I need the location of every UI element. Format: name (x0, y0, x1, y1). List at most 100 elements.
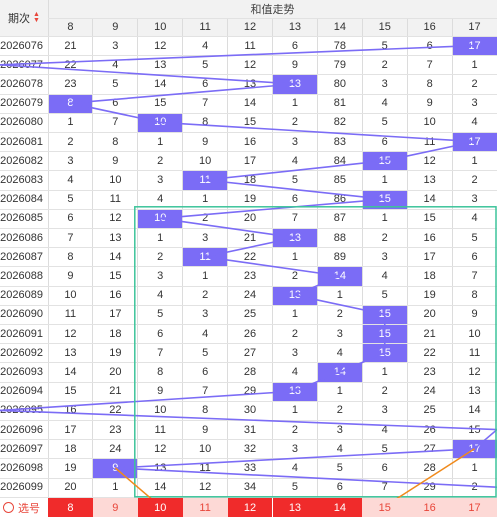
value-cell: 2 (381, 58, 388, 71)
value-cell: 22 (423, 346, 436, 359)
hit-cell: 17 (452, 36, 497, 56)
period-cell: 2026087 (0, 250, 43, 263)
value-cell: 25 (243, 308, 257, 321)
table-row: 2026092 13 19 7 5 27 3 4 15 22 11 (0, 343, 497, 363)
value-cell: 8 (202, 404, 209, 417)
value-cell: 9 (291, 58, 298, 71)
select-number-button[interactable]: 12 (227, 498, 273, 517)
hit-cell: 15 (362, 343, 408, 363)
grid-vline (316, 18, 318, 497)
period-cell: 2026077 (0, 58, 43, 71)
value-cell: 5 (381, 39, 388, 52)
column-header: 12 (243, 21, 257, 33)
grid-hline (0, 381, 497, 383)
value-cell: 11 (64, 308, 77, 321)
value-cell: 13 (468, 385, 481, 398)
value-cell: 3 (471, 97, 478, 110)
hit-cell: 9 (92, 458, 138, 478)
select-number-button[interactable]: 8 (48, 498, 93, 517)
period-cell: 2026076 (0, 39, 43, 52)
value-cell: 78 (333, 39, 346, 52)
value-cell: 8 (157, 365, 164, 378)
grid-hline (0, 36, 497, 37)
value-cell: 3 (157, 173, 164, 186)
value-cell: 11 (244, 39, 256, 52)
period-cell: 2026084 (0, 193, 43, 206)
value-cell: 1 (291, 97, 298, 110)
value-cell: 22 (64, 58, 77, 71)
value-cell: 13 (64, 346, 77, 359)
value-cell: 14 (154, 77, 167, 90)
value-cell: 1 (291, 404, 298, 417)
value-cell: 9 (426, 97, 433, 110)
period-cell: 2026089 (0, 289, 43, 302)
value-cell: 6 (336, 481, 343, 494)
select-number-button[interactable]: 14 (317, 498, 363, 517)
value-cell: 1 (336, 385, 343, 398)
period-header[interactable]: 期次 ▲ ▼ (0, 0, 48, 36)
value-cell: 6 (291, 193, 298, 206)
value-cell: 14 (154, 481, 167, 494)
value-cell: 1 (381, 365, 388, 378)
hit-cell: 14 (317, 362, 363, 382)
value-cell: 2 (157, 250, 164, 263)
value-cell: 2 (202, 212, 209, 225)
select-number-button[interactable]: 15 (362, 498, 408, 517)
value-cell: 9 (202, 135, 209, 148)
select-number-button[interactable]: 16 (407, 498, 453, 517)
select-number-button[interactable]: 17 (452, 498, 497, 517)
select-circle-icon[interactable] (3, 502, 14, 513)
grid-vline (361, 18, 363, 497)
value-cell: 5 (381, 442, 388, 455)
value-cell: 1 (291, 250, 298, 263)
value-cell: 12 (243, 58, 257, 71)
hit-cell: 15 (362, 304, 408, 324)
sort-icon[interactable]: ▲ ▼ (33, 11, 40, 24)
selection-label[interactable]: 选号 (0, 498, 47, 517)
grid-vline (272, 18, 273, 497)
value-cell: 4 (381, 269, 388, 282)
select-number-button[interactable]: 10 (137, 498, 183, 517)
value-cell: 3 (381, 404, 388, 417)
select-number-button[interactable]: 13 (272, 498, 318, 517)
value-cell: 8 (202, 116, 209, 129)
value-cell: 7 (381, 481, 388, 494)
value-cell: 15 (423, 212, 436, 225)
value-cell: 13 (423, 173, 436, 186)
value-cell: 88 (333, 231, 346, 244)
select-number-button[interactable]: 9 (92, 498, 138, 517)
table-row: 2026078 23 5 14 6 13 13 80 3 8 2 (0, 74, 497, 94)
value-cell: 2 (67, 135, 74, 148)
value-cell: 6 (471, 250, 478, 263)
value-cell: 82 (333, 116, 346, 129)
value-cell: 3 (112, 39, 119, 52)
grid-hline (0, 362, 497, 364)
value-cell: 5 (381, 289, 388, 302)
period-cell: 2026080 (0, 116, 43, 129)
value-cell: 17 (64, 423, 77, 436)
value-cell: 20 (243, 212, 257, 225)
value-cell: 1 (381, 212, 388, 225)
value-cell: 24 (243, 289, 257, 302)
value-cell: 1 (112, 481, 119, 494)
period-cell: 2026099 (0, 481, 43, 494)
value-cell: 30 (243, 404, 257, 417)
value-cell: 15 (109, 269, 122, 282)
select-number-button[interactable]: 11 (182, 498, 228, 517)
value-cell: 27 (423, 442, 436, 455)
value-cell: 4 (381, 97, 388, 110)
value-cell: 2 (471, 173, 478, 186)
period-cell: 2026088 (0, 269, 43, 282)
value-cell: 1 (202, 269, 209, 282)
value-cell: 13 (154, 58, 167, 71)
value-cell: 17 (423, 250, 436, 263)
value-cell: 4 (157, 193, 164, 206)
value-cell: 9 (67, 269, 74, 282)
table-row: 2026091 12 18 6 4 26 2 3 15 21 10 (0, 324, 497, 344)
value-cell: 2 (291, 269, 298, 282)
grid-vline (182, 18, 184, 497)
hit-cell: 14 (317, 266, 363, 286)
value-cell: 19 (423, 289, 436, 302)
column-header: 8 (67, 21, 74, 33)
value-cell: 2 (291, 327, 298, 340)
